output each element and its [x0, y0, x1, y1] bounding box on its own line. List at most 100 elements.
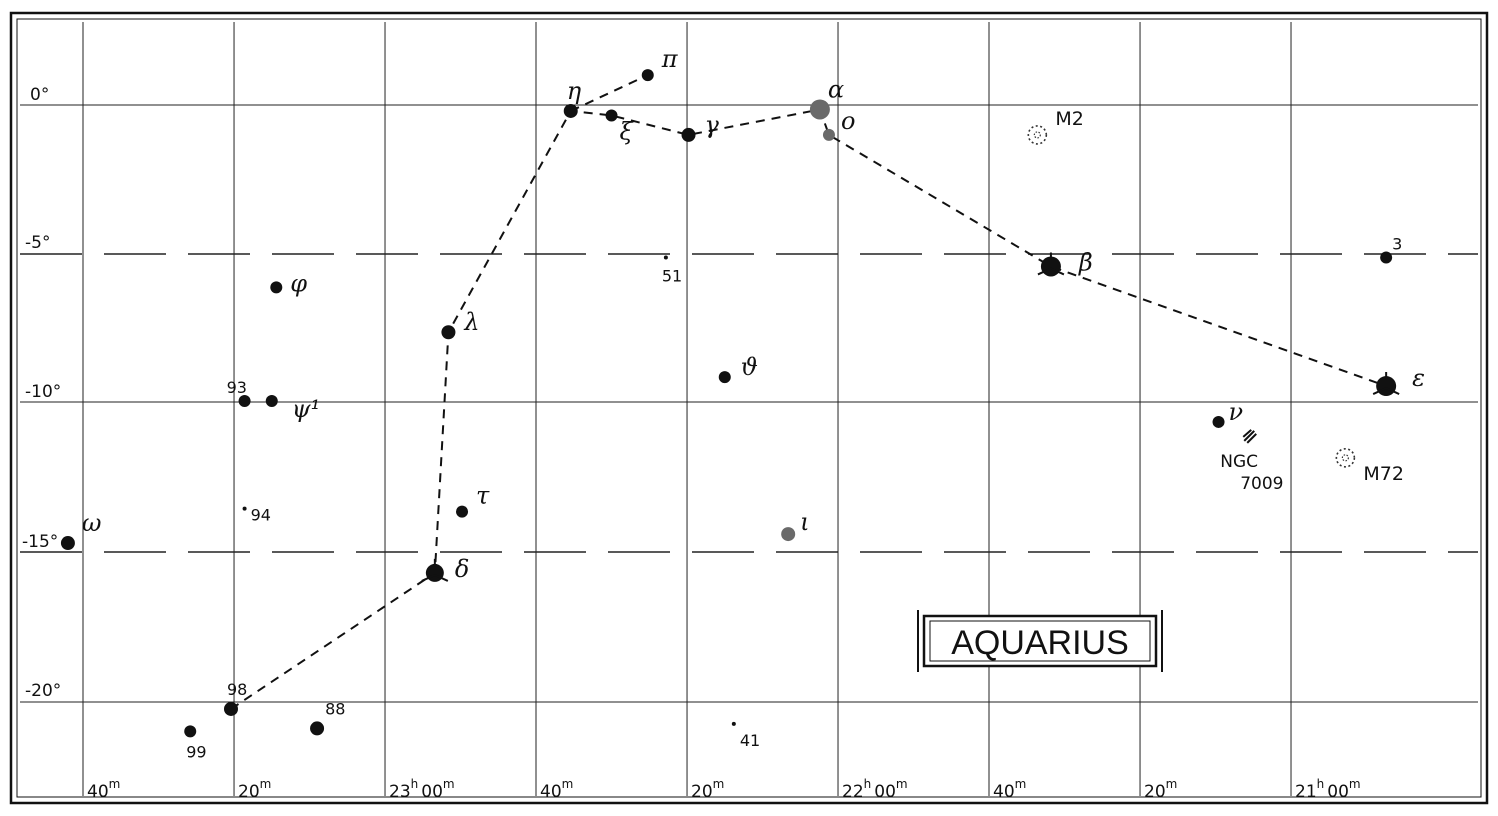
star-dot [605, 109, 618, 122]
star-label: ο [841, 107, 855, 135]
star-label: ϑ [741, 353, 758, 381]
ra-label-ra-2120: 20m [1144, 777, 1177, 802]
star-dot [681, 127, 696, 142]
star-gamma: γ [681, 111, 720, 142]
ra-label-ra-2100: 21h 00m [1295, 777, 1361, 802]
star-dot [310, 721, 325, 736]
star-dot [718, 371, 731, 384]
star-label: π [661, 45, 679, 73]
star-label: γ [705, 111, 720, 139]
star-dot [563, 103, 578, 118]
star-dot [663, 255, 668, 260]
figure-line-1 [570, 74, 649, 112]
dso-ngc7009: NGC 7009 [1220, 429, 1284, 494]
star-s3: 3 [1380, 234, 1402, 264]
star-label: λ [463, 308, 479, 336]
star-psi1: ψ¹ [265, 395, 320, 423]
star-label: δ [455, 555, 469, 583]
star-label: φ [290, 269, 307, 297]
ra-label-ra-2240: 40m [540, 777, 573, 802]
dec-label-10: -10° [25, 382, 61, 402]
star-label: η [567, 77, 582, 105]
figure-line-0 [230, 108, 1387, 710]
star-lambda: λ [441, 308, 480, 340]
star-label: ψ¹ [292, 395, 320, 423]
globular-cluster-icon [1335, 448, 1356, 468]
star-label: 93 [227, 378, 247, 397]
star-s88: 88 [310, 699, 345, 736]
star-label: 51 [662, 266, 682, 285]
star-dot [223, 701, 238, 716]
star-label: α [828, 75, 844, 103]
star-epsilon: ε [1372, 364, 1425, 397]
chart-frame [9, 11, 1489, 805]
star-s98: 98 [223, 680, 247, 716]
star-dot [809, 99, 830, 120]
constellation-title: AQUARIUS [951, 624, 1129, 662]
ra-label-ra-2320: 20m [238, 777, 271, 802]
star-tau: τ [456, 482, 490, 518]
star-label: τ [476, 482, 490, 510]
ra-label-ra-2140: 40m [993, 777, 1026, 802]
star-dot [60, 536, 75, 551]
star-label: ι [800, 508, 809, 536]
dec-label-20: -20° [25, 681, 61, 701]
stars: η π ξ γ αο β ε ν 3 51 ϑ λ φ 93 ψ¹ τ 94 ω ι δ 98 99 88 41 [60, 45, 1425, 761]
dso-label: M72 [1363, 463, 1404, 485]
star-dot [822, 128, 835, 141]
dec-label-5: -5° [25, 233, 50, 253]
star-iota: ι [781, 508, 810, 542]
dso-m2: M2 [1027, 108, 1084, 145]
star-dot [781, 527, 796, 542]
dso-label: M2 [1055, 108, 1083, 130]
star-label: 88 [325, 699, 345, 718]
star-dot [441, 325, 456, 340]
ra-grid-lines [82, 22, 1292, 796]
constellation-title-box: AQUARIUS [917, 610, 1163, 672]
star-label: ν [1229, 398, 1244, 426]
deep-sky-objects: M2 NGC 7009 M72 [1027, 108, 1404, 494]
star-nu: ν [1212, 398, 1244, 428]
star-label: 94 [251, 506, 271, 525]
star-dot [184, 725, 197, 738]
star-s51: 51 [662, 255, 682, 285]
star-s41: 41 [731, 721, 760, 750]
star-delta: δ [421, 555, 469, 583]
star-spike [421, 558, 449, 582]
star-alpha: α [809, 75, 844, 120]
ra-label-ra-2200: 22h 00m [842, 777, 908, 802]
dec-label-15: -15° [22, 532, 58, 552]
star-omega: ω [60, 509, 102, 551]
dec-labels: 0° -5° -10° -15° -20° [22, 85, 61, 701]
dso-label: NGC 7009 [1220, 452, 1283, 494]
star-label: ξ [620, 117, 635, 145]
constellation-figure-lines [230, 74, 1387, 710]
star-dot [731, 721, 736, 726]
star-dot [265, 395, 278, 408]
star-dot [270, 281, 283, 294]
star-spike [1037, 252, 1065, 276]
star-pi: π [641, 45, 679, 82]
star-label: 41 [740, 731, 760, 750]
ra-label-ra-2300: 23h 00m [389, 777, 455, 802]
star-label: ω [82, 509, 102, 537]
star-omicron: ο [822, 107, 855, 141]
globular-cluster-icon [1027, 125, 1048, 145]
star-dot [1212, 415, 1225, 428]
star-eta: η [563, 77, 582, 118]
star-dot [238, 395, 251, 408]
star-theta: ϑ [718, 353, 758, 384]
dec-label-0: 0° [30, 85, 49, 105]
star-label: 3 [1392, 234, 1402, 253]
ra-label-ra-2340: 40m [87, 777, 120, 802]
star-xi: ξ [605, 109, 635, 145]
star-label: β [1078, 248, 1093, 276]
dso-m72: M72 [1335, 448, 1404, 485]
star-label: 98 [227, 680, 247, 699]
star-beta: β [1037, 248, 1093, 277]
ra-labels: 40m 20m 23h 00m 40m 20m 22h 00m 40m 20m 21h 00m [87, 777, 1361, 802]
star-s99: 99 [184, 725, 207, 761]
star-phi: φ [270, 269, 307, 297]
